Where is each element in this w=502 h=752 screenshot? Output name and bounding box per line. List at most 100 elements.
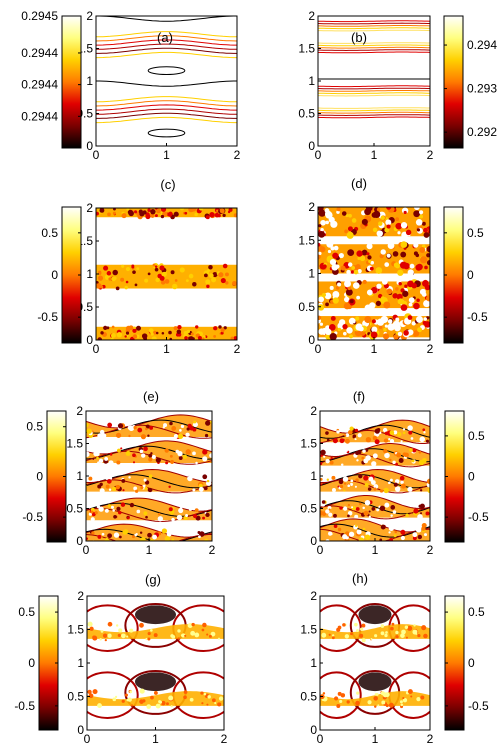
speckle <box>413 508 419 514</box>
speckle <box>318 207 324 212</box>
speckle <box>342 623 346 627</box>
contour-ellipse <box>147 66 186 75</box>
speckle <box>416 697 421 702</box>
speckle <box>386 288 393 295</box>
speckle <box>90 517 95 522</box>
speckle <box>173 434 179 439</box>
speckle <box>397 269 404 276</box>
speckle <box>347 226 353 232</box>
speckle <box>129 628 134 633</box>
speckle <box>92 635 96 640</box>
speckle <box>402 524 406 528</box>
speckle <box>171 517 175 522</box>
x-tick-label: 0 <box>93 342 100 356</box>
speckle <box>168 507 173 512</box>
speckle <box>99 637 102 641</box>
speckle <box>192 427 197 432</box>
speckle <box>370 480 376 485</box>
speckle <box>144 480 150 485</box>
speckle <box>185 449 191 455</box>
speckle <box>329 285 334 291</box>
speckle <box>135 489 139 493</box>
speckle <box>159 265 165 271</box>
speckle <box>379 505 386 512</box>
y-tick-label: 0.5 <box>298 300 315 314</box>
speckle <box>392 460 396 465</box>
speckle <box>336 704 341 708</box>
y-tick-label: 2 <box>86 9 93 23</box>
speckle <box>321 292 327 298</box>
speckle <box>334 696 339 701</box>
speckle <box>364 316 372 324</box>
speckle <box>419 489 423 492</box>
speckle <box>103 265 109 271</box>
speckle <box>328 531 333 536</box>
speckle <box>367 487 372 491</box>
speckle <box>417 633 421 638</box>
speckle <box>388 702 394 708</box>
speckle <box>371 461 377 467</box>
speckle <box>99 208 105 213</box>
speckle <box>422 428 426 432</box>
contour-line <box>96 100 237 107</box>
speckle <box>112 269 118 276</box>
speckle <box>139 545 141 547</box>
speckle <box>177 629 181 633</box>
speckle <box>361 456 365 460</box>
x-tick-label: 0 <box>84 732 91 746</box>
speckle <box>393 534 397 538</box>
speckle <box>190 630 196 636</box>
speckle <box>354 622 358 627</box>
speckle <box>194 540 197 541</box>
speckle <box>333 245 339 251</box>
speckle <box>153 633 158 638</box>
speckle <box>195 461 198 465</box>
contour-ellipse <box>134 605 177 625</box>
speckle <box>387 319 393 324</box>
speckle <box>206 479 210 483</box>
speckle <box>388 481 391 485</box>
colorbar-tick-label: 0.5 <box>467 226 484 240</box>
speckle <box>412 629 418 635</box>
speckle <box>150 332 154 336</box>
speckle <box>194 508 199 512</box>
speckle <box>354 438 357 441</box>
speckle <box>151 454 156 460</box>
speckle <box>423 533 428 537</box>
speckle <box>176 329 182 335</box>
speckle <box>180 424 185 429</box>
y-tick-label: 0 <box>86 139 93 153</box>
speckle <box>339 484 344 489</box>
speckle <box>128 210 134 217</box>
speckle <box>381 278 388 285</box>
speckle <box>338 252 344 259</box>
panel-label: (a) <box>157 30 173 45</box>
speckle <box>200 691 204 695</box>
speckle <box>367 255 372 260</box>
speckle <box>322 692 326 695</box>
speckle <box>421 221 426 226</box>
colorbar-tick-label: 0.5 <box>468 429 485 443</box>
speckle <box>145 515 148 519</box>
speckle <box>171 635 176 639</box>
speckle <box>344 434 347 437</box>
speckle <box>151 214 155 218</box>
colorbar-tick-label: 0 <box>468 656 475 670</box>
y-tick-label: 1.5 <box>298 42 315 56</box>
speckle <box>223 326 227 330</box>
speckle <box>385 219 392 226</box>
speckle <box>211 698 216 703</box>
speckle <box>394 479 400 484</box>
colorbar-tick-label: 0.5 <box>468 605 485 619</box>
speckle <box>368 259 372 263</box>
speckle <box>350 632 353 636</box>
speckle <box>212 272 218 278</box>
contour-line <box>96 47 237 54</box>
speckle <box>152 263 156 267</box>
speckle <box>356 295 361 300</box>
speckle <box>371 326 378 333</box>
contour-line <box>318 42 430 44</box>
speckle <box>347 510 353 516</box>
speckle <box>120 447 123 450</box>
speckle <box>177 433 184 440</box>
